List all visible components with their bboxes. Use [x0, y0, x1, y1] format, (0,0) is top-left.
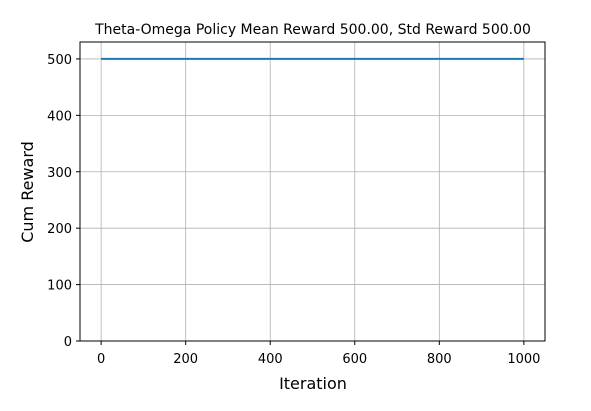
y-tick-label: 100: [47, 279, 72, 294]
chart-title: Theta-Omega Policy Mean Reward 500.00, S…: [94, 22, 531, 38]
y-tick-label: 300: [47, 166, 72, 181]
x-tick-label: 0: [97, 352, 105, 367]
grid: [80, 42, 545, 342]
x-tick-label: 1000: [507, 352, 540, 367]
x-tick-label: 600: [342, 352, 367, 367]
y-axis-ticks: 0 100 200 300 400 500: [47, 53, 80, 350]
x-tick-label: 200: [173, 352, 198, 367]
y-tick-label: 400: [47, 109, 72, 124]
x-tick-label: 400: [258, 352, 283, 367]
y-tick-label: 0: [64, 335, 72, 350]
x-tick-label: 800: [427, 352, 452, 367]
y-axis-label: Cum Reward: [18, 141, 37, 243]
y-tick-label: 200: [47, 222, 72, 237]
x-axis-label: Iteration: [279, 374, 347, 393]
x-axis-ticks: 0 200 400 600 800 1000: [97, 341, 540, 367]
plot-frame: [79, 41, 546, 342]
y-tick-label: 500: [47, 53, 72, 68]
